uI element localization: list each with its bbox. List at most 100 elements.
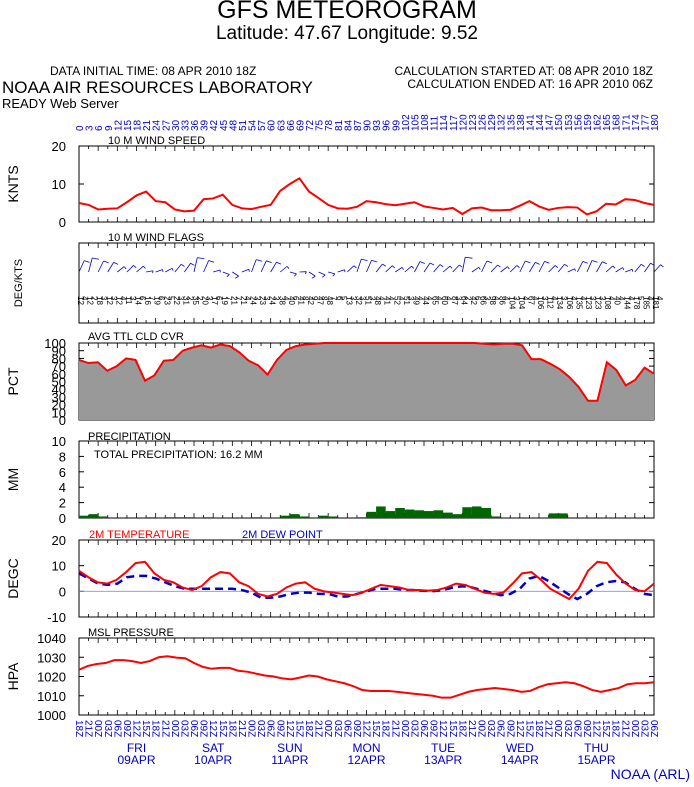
wind-barb [146, 270, 154, 273]
page-title: GFS METEOROGRAM [217, 0, 477, 24]
precip-bar [328, 516, 338, 518]
y-tick-label: 1020 [37, 670, 66, 685]
utc-hour-label: 18Z [380, 720, 391, 737]
wind-barb [289, 271, 297, 275]
wind-direction-label: 8 [300, 296, 309, 301]
footer-credit: NOAA (ARL) [610, 766, 690, 782]
location-subtitle: Latitude: 47.67 Longitude: 9.52 [215, 23, 478, 44]
forecast-hour-label: 135 [506, 114, 517, 131]
utc-hour-label: 15Z [600, 720, 611, 737]
wind-barb-feather [171, 268, 174, 271]
wind-barb-feather [535, 262, 540, 265]
precip-bar [471, 506, 482, 518]
utc-hour-label: 00Z [476, 720, 487, 737]
forecast-hour-label: 105 [410, 114, 421, 131]
precip-bar [443, 512, 453, 518]
y-axis-label: KNTS [5, 165, 21, 202]
wind-speed-label: 44 [421, 296, 430, 305]
forecast-hour-label: 93 [372, 119, 383, 131]
y-axis-label: HPA [5, 662, 21, 690]
y-tick-label: 0 [59, 511, 66, 526]
wind-speed-label: 185 [641, 296, 650, 310]
wind-direction-label: 3 [358, 296, 367, 301]
precip-bar [251, 517, 262, 518]
forecast-hour-label: 72 [305, 119, 316, 131]
precip-bar [433, 510, 444, 518]
wind-barb-feather [311, 275, 316, 279]
forecast-hour-label: 156 [573, 114, 584, 131]
wind-speed-label: 49 [411, 296, 420, 305]
forecast-hour-label: 165 [602, 114, 613, 131]
wind-speed-label: 38 [277, 296, 286, 305]
wind-speed-label: 108 [603, 296, 612, 310]
wind-barb-feather [439, 264, 444, 268]
wind-barb [203, 260, 210, 273]
wind-barb-feather [84, 260, 90, 263]
y-tick-label: 6 [59, 465, 66, 480]
wind-speed-label: 23 [162, 296, 171, 305]
wind-speed-label: 24 [268, 296, 277, 305]
utc-hour-label: 18Z [73, 720, 84, 737]
panel-title: 10 M WIND SPEED [108, 135, 205, 147]
utc-hour-label: 03Z [255, 720, 266, 737]
precip-bar [395, 507, 405, 518]
forecast-hour-label: 144 [535, 114, 546, 131]
wind-barb-feather [382, 263, 387, 267]
wind-speed-label: 47 [316, 296, 325, 305]
wind-speed-label: 16 [143, 296, 152, 305]
wind-barb [596, 261, 603, 273]
wind-barb-feather [602, 261, 608, 265]
forecast-hour-label: 177 [640, 114, 651, 131]
wind-barb [625, 268, 633, 273]
forecast-hour-label: 114 [439, 115, 450, 131]
wind-direction-label: 4 [502, 296, 511, 301]
wind-direction-label: 4 [281, 296, 290, 301]
wind-barb-feather [497, 264, 501, 268]
wind-barb-feather [582, 261, 588, 264]
wind-barb-feather [208, 260, 215, 263]
wind-speed-label: 41 [296, 296, 305, 305]
forecast-hour-label: 168 [612, 114, 623, 131]
wind-barb-feather [449, 265, 453, 269]
wind-barb-feather [371, 259, 378, 263]
y-tick-label: 100 [44, 336, 66, 351]
day-label: FRI [127, 741, 146, 755]
y-tick-label: 4 [59, 480, 66, 495]
forecast-hour-label: 39 [200, 119, 211, 131]
forecast-hour-label: 27 [161, 119, 172, 131]
forecast-hour-label: 132 [497, 114, 508, 131]
forecast-hour-label: 84 [343, 119, 354, 131]
wind-direction-label: 4 [118, 296, 127, 301]
wind-barb [433, 264, 441, 273]
date-label: 11APR [271, 753, 308, 767]
forecast-hour-label: 48 [228, 119, 239, 131]
wind-direction-label: 7 [147, 296, 156, 301]
utc-hour-label: 06Z [111, 720, 122, 737]
precip-bar [414, 510, 424, 518]
forecast-hour-label: 141 [525, 114, 536, 131]
precip-bar [289, 514, 300, 518]
utc-hour-label: 00Z [322, 720, 333, 737]
wind-direction-label: 4 [607, 296, 616, 301]
forecast-hour-label: 81 [334, 119, 345, 131]
lab-name: NOAA AIR RESOURCES LABORATORY [2, 78, 313, 97]
utc-hour-label: 09Z [504, 720, 515, 737]
wind-barb-feather [353, 265, 357, 269]
wind-direction-label: 2 [90, 296, 99, 301]
wind-barb [375, 263, 383, 273]
panel-frame [78, 242, 655, 324]
utc-hour-label: 06Z [495, 720, 506, 737]
wind-direction-label: 3 [205, 296, 214, 301]
legend-temperature: 2M TEMPERATURE [89, 529, 189, 541]
wind-speed-label: 135 [574, 296, 583, 310]
wind-barb-feather [226, 274, 230, 278]
utc-hour-label: 15Z [523, 720, 534, 737]
wind-speed-label: 12 [105, 296, 114, 305]
wind-barb-feather [103, 260, 109, 264]
wind-direction-label: 3 [128, 296, 137, 301]
wind-direction-label: 3 [253, 296, 262, 301]
wind-barb-feather [554, 265, 559, 269]
wind-direction-label: 4 [435, 296, 444, 301]
wind-barb-feather [266, 260, 272, 264]
wind-speed-label: 18 [95, 296, 104, 305]
